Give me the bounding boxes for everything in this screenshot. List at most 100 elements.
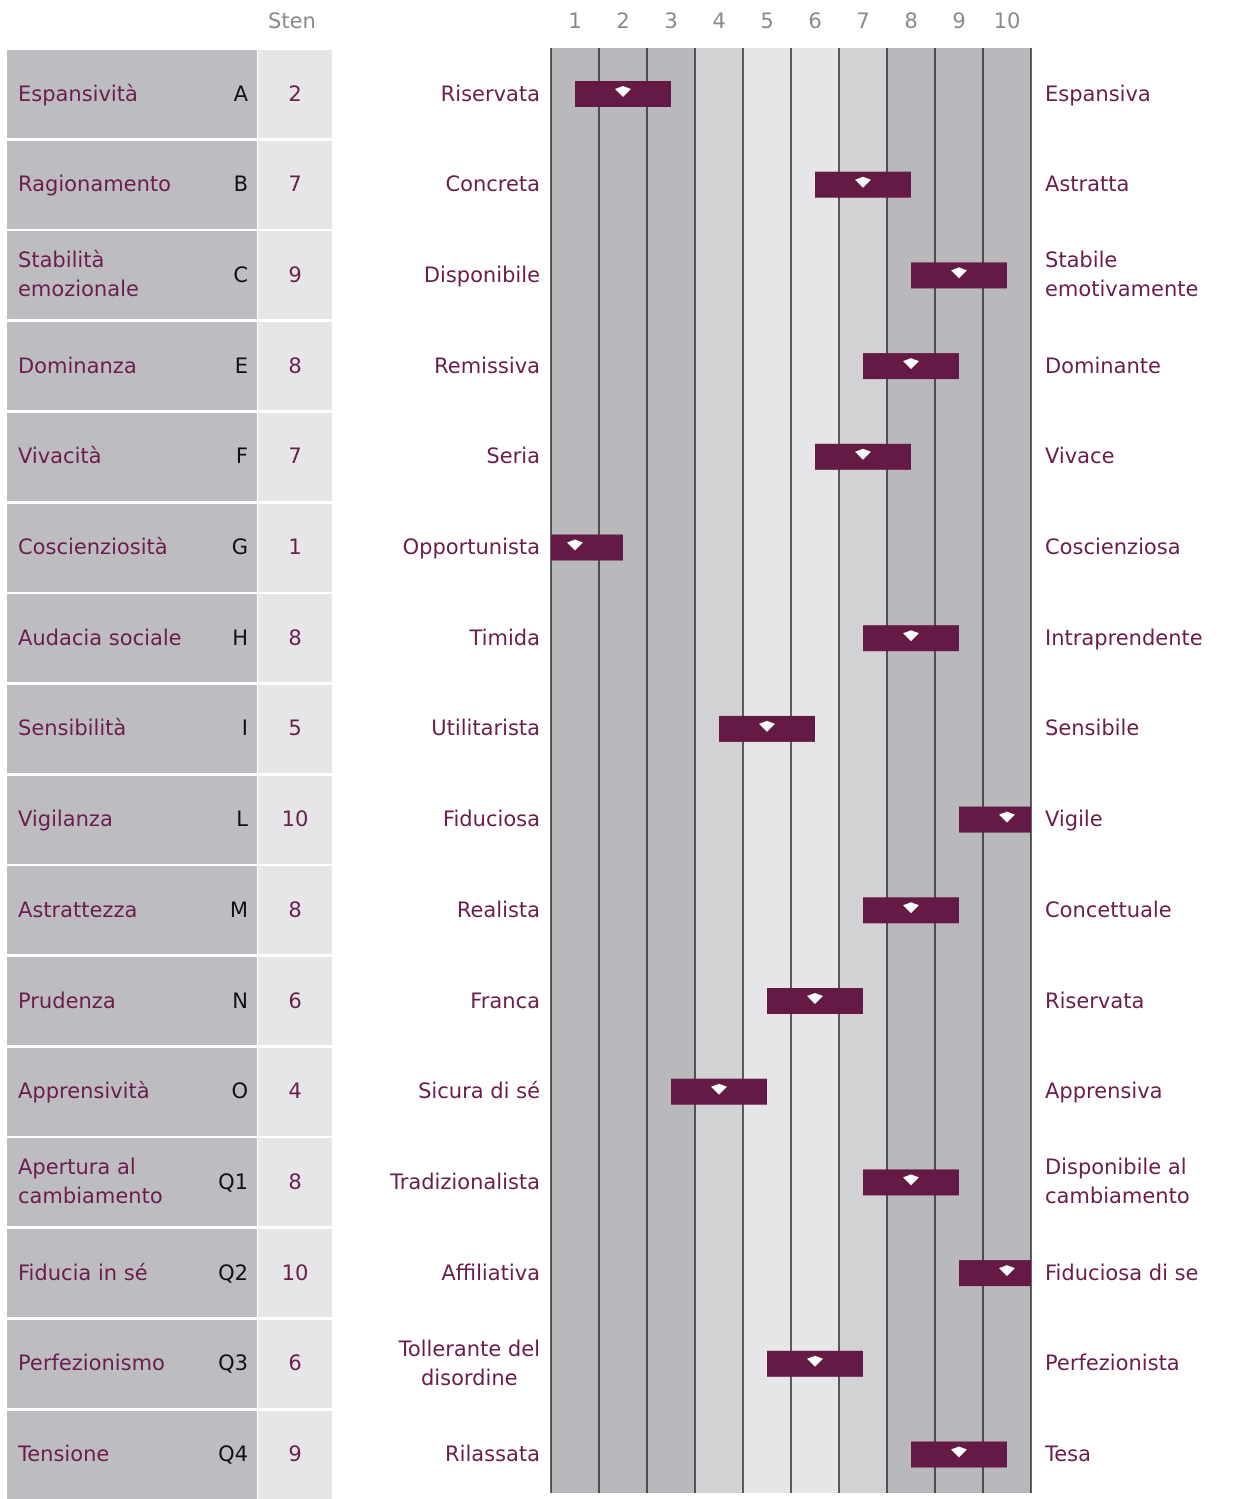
factor-code: Q3 <box>218 1351 248 1376</box>
factor-cell <box>7 50 257 138</box>
scale-label: 1 <box>568 9 581 33</box>
scale-label: 6 <box>808 9 821 33</box>
score-marker <box>903 1174 919 1186</box>
factor-name: Prudenza <box>18 988 116 1013</box>
sten-value: 8 <box>288 625 302 650</box>
score-marker <box>567 539 583 551</box>
factor-name: Fiducia in sé <box>18 1260 148 1285</box>
factor-cell <box>7 1319 257 1408</box>
score-marker <box>903 902 919 914</box>
low-pole: Rilassata <box>445 1442 540 1466</box>
factor-cell <box>7 322 257 411</box>
factor-name: Tensione <box>18 1442 110 1466</box>
factor-cell <box>7 1047 257 1136</box>
high-pole: Disponibile al cambiamento <box>1045 1155 1190 1209</box>
low-pole: Affiliativa <box>441 1260 540 1285</box>
scale-column <box>551 48 599 1493</box>
sten-cell <box>258 322 332 411</box>
high-pole: Concettuale <box>1045 897 1172 922</box>
high-pole: Intraprendente <box>1045 625 1203 650</box>
sten-value: 8 <box>288 897 302 922</box>
score-marker <box>855 448 871 460</box>
high-pole: Fiduciosa di se <box>1045 1260 1199 1285</box>
high-pole: Riservata <box>1045 988 1145 1013</box>
factor-code: A <box>233 81 248 106</box>
scale-column <box>839 48 887 1493</box>
factor-cell <box>7 503 257 592</box>
scale-column <box>887 48 935 1493</box>
factor-name: Astrattezza <box>18 897 138 922</box>
sten-value: 9 <box>288 262 302 287</box>
factor-name: Espansività <box>18 81 138 106</box>
scale-label: 7 <box>856 9 869 33</box>
scale-column <box>647 48 695 1493</box>
scale-label: 5 <box>760 9 773 33</box>
low-pole: Remissiva <box>434 353 540 378</box>
scale-column <box>791 48 839 1493</box>
high-pole: Tesa <box>1045 1442 1091 1466</box>
sten-value: 5 <box>288 716 302 741</box>
low-pole: Disponibile <box>423 262 540 287</box>
factor-code: G <box>231 535 248 559</box>
factor-code: O <box>231 1079 248 1104</box>
sten-header: Sten <box>268 9 316 33</box>
low-pole: Concreta <box>445 172 540 197</box>
sten-cell <box>258 50 332 138</box>
score-marker <box>855 176 871 188</box>
scale-label: 2 <box>616 9 629 33</box>
score-marker <box>759 720 775 732</box>
high-pole: Astratta <box>1045 172 1130 197</box>
sten-cell <box>258 140 332 229</box>
factor-cell <box>7 775 257 864</box>
low-pole: Fiduciosa <box>442 807 540 832</box>
factor-cell <box>7 594 257 683</box>
sten-cell <box>258 775 332 864</box>
scale-label: 8 <box>904 9 917 33</box>
scale-label: 3 <box>664 9 677 33</box>
low-pole: Opportunista <box>402 535 540 559</box>
sten-value: 6 <box>288 988 302 1013</box>
factor-code: F <box>235 444 248 469</box>
factor-code: Q2 <box>218 1260 248 1285</box>
low-pole: Seria <box>486 444 540 469</box>
factor-code: I <box>241 716 248 741</box>
sten-cell <box>258 957 332 1045</box>
factor-name: Apertura al cambiamento <box>18 1155 163 1209</box>
factor-name: Apprensività <box>18 1079 150 1104</box>
factor-code: H <box>232 625 248 650</box>
sten-value: 1 <box>288 535 302 559</box>
factor-name: Sensibilità <box>18 716 127 741</box>
factor-name: Audacia sociale <box>18 625 182 650</box>
scale-label: 10 <box>994 9 1021 33</box>
high-pole: Dominante <box>1045 353 1161 378</box>
low-pole: Tradizionalista <box>389 1169 540 1194</box>
score-marker <box>711 1083 727 1095</box>
factor-cell <box>7 1138 257 1227</box>
sten-value: 10 <box>281 1260 309 1285</box>
factor-code: C <box>233 262 248 287</box>
factor-code: Q4 <box>218 1442 248 1466</box>
scale-column <box>935 48 983 1493</box>
factor-code: Q1 <box>218 1169 248 1194</box>
high-pole: Stabile emotivamente <box>1045 248 1199 302</box>
score-marker <box>615 86 631 97</box>
high-pole: Vigile <box>1045 807 1103 832</box>
low-pole: Tollerante del disordine <box>398 1336 540 1390</box>
score-marker <box>999 1265 1015 1277</box>
factor-cell <box>7 684 257 773</box>
high-pole: Apprensiva <box>1045 1079 1163 1104</box>
sten-value: 7 <box>288 444 302 469</box>
scale-label: 4 <box>712 9 725 33</box>
sten-value: 4 <box>288 1079 302 1104</box>
factor-name: Coscienziosità <box>18 535 168 559</box>
sten-value: 7 <box>288 172 302 197</box>
score-marker <box>903 630 919 642</box>
score-bar <box>959 1260 1031 1287</box>
factor-cell <box>7 866 257 955</box>
score-marker <box>807 1355 823 1367</box>
factor-cell <box>7 412 257 501</box>
sten-value: 9 <box>288 1442 302 1466</box>
score-marker <box>951 1446 967 1458</box>
sten-value: 6 <box>288 1351 302 1376</box>
